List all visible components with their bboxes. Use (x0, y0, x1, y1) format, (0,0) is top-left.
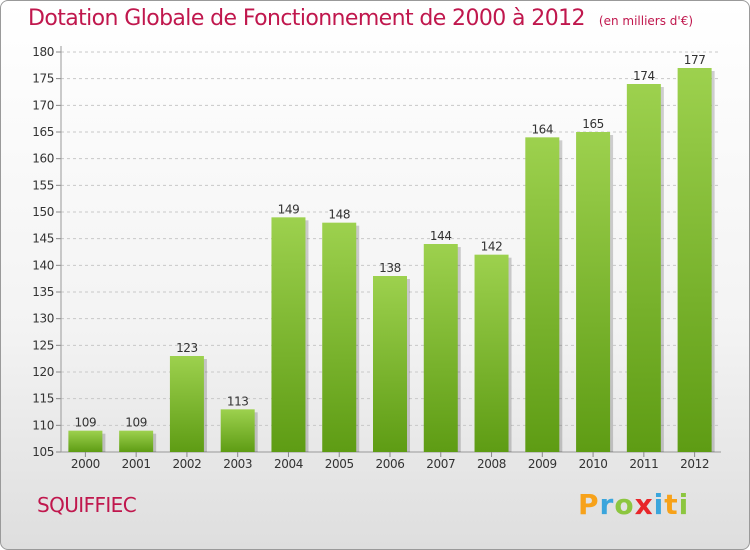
y-tick-label: 160 (32, 152, 54, 166)
data-label: 174 (633, 69, 655, 83)
bar (373, 276, 407, 452)
y-tick-label: 120 (32, 365, 54, 379)
x-tick-label: 2003 (223, 457, 252, 471)
y-tick-label: 125 (32, 338, 54, 352)
proxiti-logo[interactable]: Proxiti (578, 488, 689, 521)
data-label: 123 (176, 341, 198, 355)
y-tick-label: 175 (32, 72, 54, 86)
data-label: 109 (125, 416, 147, 430)
bar (271, 217, 306, 452)
axes: 1051101151201251301351401451501551601651… (32, 45, 721, 471)
data-label: 109 (75, 416, 97, 430)
x-tick-label: 2008 (477, 457, 506, 471)
y-tick-label: 165 (32, 125, 54, 139)
y-tick-label: 155 (32, 178, 54, 192)
data-label: 144 (430, 229, 452, 243)
bar (220, 409, 255, 452)
chart-unit: (en milliers d'€) (598, 14, 694, 28)
data-label: 149 (278, 202, 300, 216)
logo-letter: P (578, 488, 600, 521)
bar (169, 356, 204, 452)
data-label: 138 (379, 261, 401, 275)
y-tick-label: 130 (32, 312, 54, 326)
logo-letter: i (653, 488, 665, 521)
y-tick-label: 150 (32, 205, 54, 219)
data-labels: 109 109 123 113 149 148 138 144 142 164 165 174 177 (75, 53, 706, 430)
logo-letter: i (678, 488, 690, 521)
x-tick-label: 2010 (579, 457, 608, 471)
data-label: 148 (328, 208, 350, 222)
y-tick-label: 170 (32, 98, 54, 112)
y-tick-label: 110 (32, 418, 54, 432)
y-tick-label: 140 (32, 258, 54, 272)
bar (474, 254, 509, 452)
y-tick-label: 135 (32, 285, 54, 299)
x-tick-label: 2002 (172, 457, 201, 471)
bars (68, 68, 715, 453)
bar (322, 222, 357, 452)
logo-letter: x (634, 488, 654, 521)
x-tick-label: 2000 (71, 457, 100, 471)
x-tick-label: 2007 (426, 457, 455, 471)
commune-name: SQUIFFIEC (37, 493, 137, 517)
y-tick-label: 180 (32, 45, 54, 59)
bar (677, 68, 712, 452)
data-label: 113 (227, 394, 249, 408)
bar (68, 430, 103, 452)
x-tick-label: 2004 (274, 457, 303, 471)
x-tick-label: 2005 (325, 457, 354, 471)
y-tick-label: 105 (32, 445, 54, 459)
logo-letter: r (599, 488, 615, 521)
y-tick-label: 145 (32, 232, 54, 246)
y-tick-label: 115 (32, 392, 54, 406)
chart-title: Dotation Globale de Fonctionnement de 20… (28, 6, 693, 31)
x-tick-label: 2009 (528, 457, 557, 471)
data-label: 142 (481, 240, 503, 254)
x-tick-label: 2001 (122, 457, 151, 471)
data-label: 177 (684, 53, 706, 67)
bar (525, 137, 560, 453)
x-tick-label: 2011 (629, 457, 658, 471)
bar (423, 244, 458, 452)
x-tick-label: 2006 (376, 457, 405, 471)
chart-title-text: Dotation Globale de Fonctionnement de 20… (28, 6, 586, 31)
data-label: 164 (531, 122, 553, 136)
bar (576, 132, 611, 452)
data-label: 165 (582, 117, 604, 131)
logo-letter: t (664, 488, 679, 521)
logo-letter: o (614, 488, 635, 521)
bar (119, 430, 154, 452)
bar (626, 84, 661, 452)
x-tick-label: 2012 (680, 457, 709, 471)
